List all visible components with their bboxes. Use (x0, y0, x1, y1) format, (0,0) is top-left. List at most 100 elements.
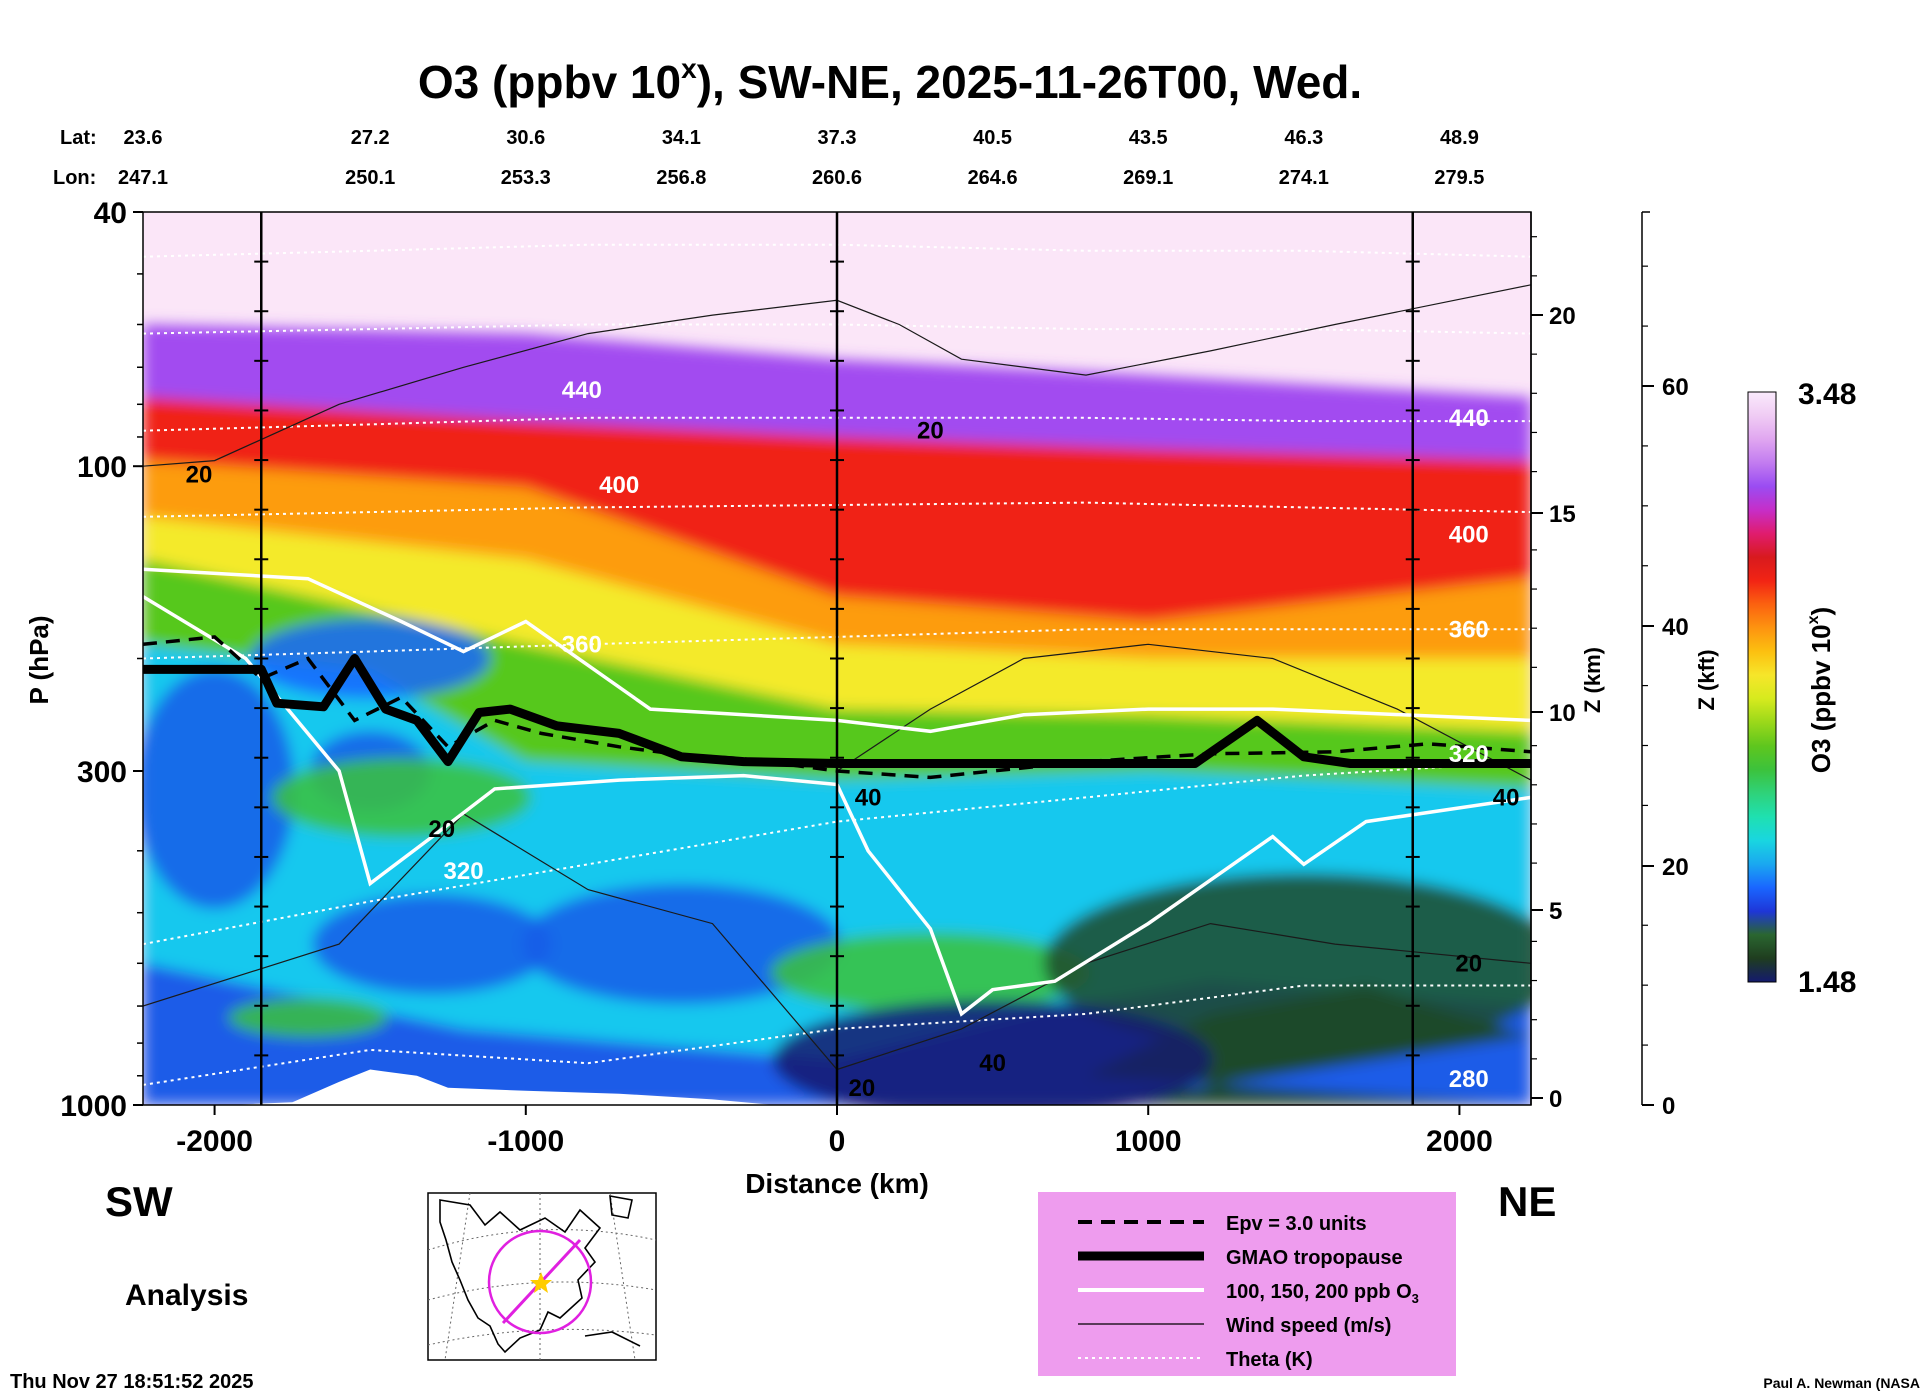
theta-label: 400 (1449, 522, 1489, 549)
ozone-blob (312, 894, 553, 995)
colorbar-min-label: 1.48 (1798, 966, 1856, 999)
ozone-blob (1043, 873, 1531, 1054)
ozone-blob (143, 668, 295, 909)
lon-value: 253.3 (501, 167, 551, 189)
ozone-blob (772, 999, 1213, 1105)
lat-value: 46.3 (1284, 127, 1323, 149)
colorbar-title: O3 (ppbv 10x) (1805, 607, 1836, 773)
z-kft-tick-label: 20 (1662, 854, 1689, 881)
lon-value: 247.1 (118, 167, 168, 189)
lat-value: 40.5 (973, 127, 1012, 149)
theta-label: 320 (1449, 741, 1489, 768)
credit: Paul A. Newman (NASA (1763, 1375, 1920, 1391)
legend-label: 100, 150, 200 ppb O3 (1226, 1281, 1419, 1306)
gmao-tropopause-line (143, 654, 1531, 768)
lat-value: 37.3 (818, 127, 857, 149)
colorbar: 3.48 1.48 O3 (ppbv 10x) (1747, 378, 1856, 999)
lat-value: 34.1 (662, 127, 701, 149)
x-tick-label: 1000 (1115, 1125, 1182, 1158)
x-tick-label: -2000 (176, 1125, 253, 1158)
lat-value: 43.5 (1129, 127, 1168, 149)
theta-label: 440 (1449, 405, 1489, 432)
lon-value: 279.5 (1434, 167, 1484, 189)
ozone-band (143, 516, 1531, 732)
lon-value: 260.6 (812, 167, 862, 189)
wind-speed-line (836, 643, 1531, 781)
chart-title: O3 (ppbv 10x), SW-NE, 2025-11-26T00, Wed… (418, 53, 1362, 108)
greenland-outline (609, 1195, 633, 1219)
lat-value: 48.9 (1440, 127, 1479, 149)
y-axis-label: P (hPa) (24, 615, 54, 704)
legend-label: Epv = 3.0 units (1226, 1213, 1367, 1235)
wind-label: 20 (1455, 950, 1482, 977)
x-tick-label: -1000 (487, 1125, 564, 1158)
z-km-tick-label: 15 (1549, 501, 1576, 528)
z-km-tick-label: 10 (1549, 700, 1576, 727)
colorbar-title-end: ) (1806, 607, 1836, 616)
z-km-tick-label: 5 (1549, 898, 1562, 925)
wind-label: 20 (186, 461, 213, 488)
ozone-band (143, 559, 1531, 789)
lon-value: 264.6 (968, 167, 1018, 189)
theta-label: 360 (562, 631, 602, 658)
legend-label: GMAO tropopause (1226, 1247, 1403, 1269)
north-america-outline (439, 1199, 602, 1354)
timestamp: Thu Nov 27 18:51:52 2025 (10, 1371, 253, 1393)
terrain-mask (143, 1069, 1531, 1105)
lon-value: 274.1 (1279, 167, 1329, 189)
chart-title-sup: x (681, 53, 697, 84)
center-star-icon (530, 1272, 552, 1293)
wind-label: 40 (979, 1050, 1006, 1077)
lat-value: 27.2 (351, 127, 390, 149)
z-kft-tick-label: 60 (1662, 374, 1689, 401)
y-tick-label: 1000 (60, 1090, 127, 1123)
z-km-tick-label: 0 (1549, 1086, 1562, 1113)
z-km-axis: 0 5 10 15 20 (1530, 212, 1576, 1113)
chart-title-main: O3 (ppbv 10 (418, 56, 681, 108)
ozone-blob (227, 997, 388, 1038)
lat-label: Lat: (60, 127, 97, 149)
wind-label: 20 (917, 418, 944, 445)
ozone-blob (770, 932, 1091, 1013)
z-km-tick-label: 20 (1549, 303, 1576, 330)
x-tick-label: 2000 (1426, 1125, 1493, 1158)
z-kft-label: Z (kft) (1694, 649, 1719, 710)
theta-label: 280 (1449, 1066, 1489, 1093)
colorbar-ramp (1747, 391, 1777, 983)
chart-title-rest: ), SW-NE, 2025-11-26T00, Wed. (697, 56, 1362, 108)
lon-value: 250.1 (345, 167, 395, 189)
cuba-outline (584, 1331, 641, 1347)
theta-label: 400 (599, 472, 639, 499)
lat-value: 23.6 (124, 127, 163, 149)
wind-label: 20 (849, 1075, 876, 1102)
x-axis-label: Distance (km) (745, 1168, 929, 1199)
ozone-blob (271, 757, 532, 838)
y-tick-label: 100 (77, 451, 127, 484)
ozone-blob (250, 618, 491, 699)
ne-label: NE (1498, 1178, 1556, 1225)
z-kft-tick-label: 40 (1662, 614, 1689, 641)
legend-label: Wind speed (m/s) (1226, 1315, 1391, 1337)
wind-label: 40 (855, 784, 882, 811)
z-km-label: Z (km) (1580, 647, 1605, 713)
ozone-contour-line (143, 567, 1531, 734)
legend-subscript: 3 (1412, 1291, 1419, 1306)
wind-label: 40 (1493, 784, 1520, 811)
epv-line (143, 635, 1531, 780)
z-kft-tick-label: 0 (1662, 1093, 1675, 1120)
map-inset (427, 1192, 657, 1361)
lon-label: Lon: (53, 167, 96, 189)
y-axis-pressure: 40 100 300 1000 (60, 197, 143, 1123)
colorbar-title-main: O3 (ppbv 10 (1806, 624, 1836, 773)
x-tick-label: 0 (829, 1125, 846, 1158)
colorbar-max-label: 3.48 (1798, 378, 1856, 411)
plot-area: 280 320 320 360 360 400 400 440 440 20 20 20 20 20 40 4… (143, 212, 1531, 1105)
lon-value: 256.8 (656, 167, 706, 189)
y-tick-label: 40 (94, 197, 127, 230)
x-axis-distance: -2000 -1000 0 1000 2000 (176, 1105, 1493, 1158)
theta-line (143, 760, 1531, 946)
ozone-contour-line (835, 783, 1531, 1017)
distance-ring (487, 1229, 593, 1335)
analysis-label: Analysis (125, 1279, 248, 1312)
